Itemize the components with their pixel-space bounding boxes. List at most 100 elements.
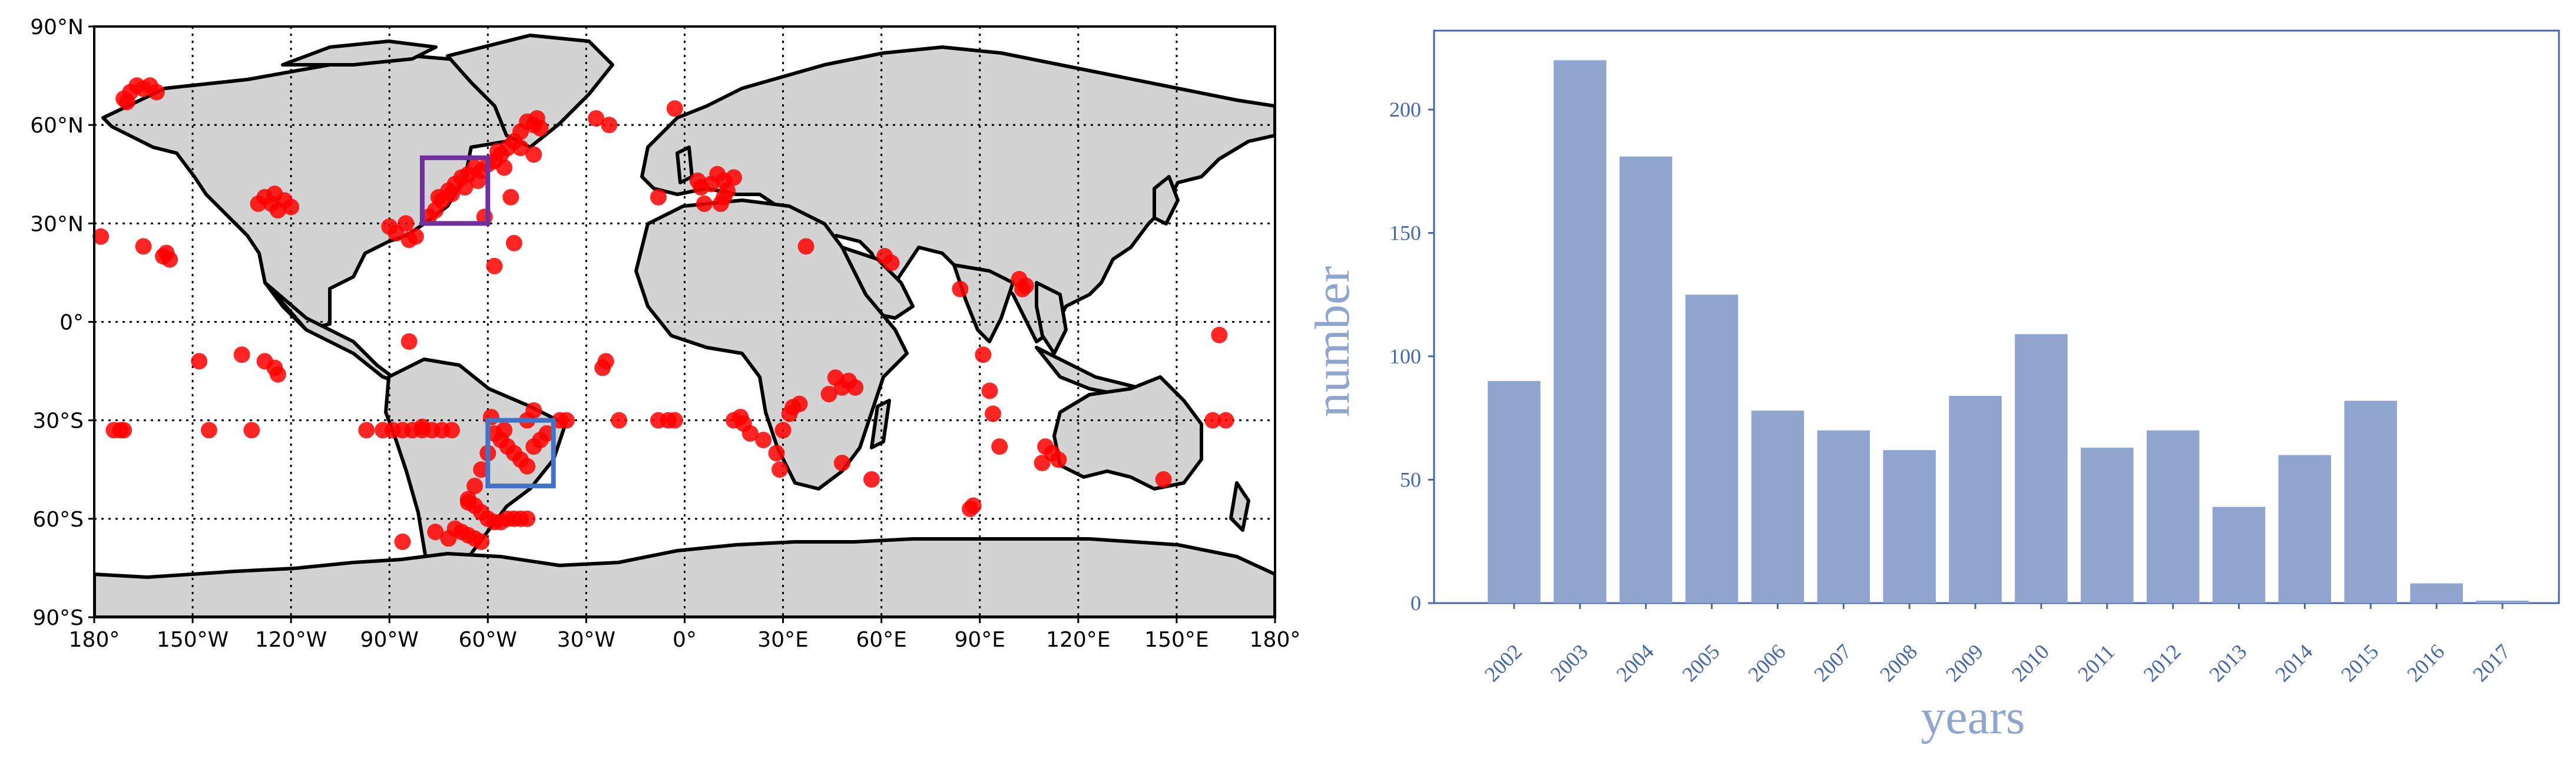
bar-y-tick-label: 100 bbox=[1389, 345, 1421, 368]
observation-point bbox=[269, 366, 286, 383]
observation-point bbox=[741, 425, 759, 442]
bar-x-tick-label: 2008 bbox=[1875, 640, 1922, 686]
map-x-tick-label: 150°W bbox=[157, 628, 229, 652]
bar-2003 bbox=[1554, 60, 1607, 603]
bar-2012 bbox=[2146, 430, 2200, 603]
observation-point bbox=[118, 94, 135, 111]
observation-point bbox=[666, 100, 683, 117]
observation-point bbox=[496, 159, 513, 176]
observation-point bbox=[243, 422, 260, 439]
map-y-tick-label: 60°S bbox=[32, 508, 84, 532]
observation-point bbox=[443, 422, 461, 439]
australia-land bbox=[1052, 375, 1203, 491]
observation-point bbox=[505, 234, 522, 251]
observation-point bbox=[1217, 412, 1234, 429]
bar-2009 bbox=[1949, 396, 2002, 603]
observation-point bbox=[666, 412, 683, 429]
map-y-tick-label: 30°S bbox=[32, 409, 84, 433]
madagascar-land bbox=[870, 399, 891, 449]
bar-2008 bbox=[1883, 450, 1936, 603]
observation-point bbox=[466, 478, 484, 495]
bar-x-tick-label: 2007 bbox=[1809, 640, 1856, 686]
map-x-tick-label: 60°W bbox=[459, 628, 517, 652]
map-x-tick-label: 30°E bbox=[757, 628, 809, 652]
world-map-panel: 180° 150°W 120°W 90°W 60°W 30°W 0° 30°E 60°E 90°E… bbox=[30, 15, 1300, 652]
observation-point bbox=[266, 186, 283, 203]
map-x-tick-label: 60°E bbox=[856, 628, 907, 652]
observation-point bbox=[473, 533, 490, 550]
observation-point bbox=[233, 346, 250, 363]
observation-point bbox=[528, 110, 545, 127]
observation-point bbox=[512, 140, 529, 157]
bar-2010 bbox=[2015, 334, 2068, 603]
bar-x-tick-label: 2011 bbox=[2073, 640, 2119, 686]
bar-y-tick-label: 150 bbox=[1389, 221, 1421, 245]
map-x-tick-label: 90°W bbox=[360, 628, 419, 652]
observation-point bbox=[689, 172, 706, 189]
bar-2017 bbox=[2476, 600, 2529, 603]
observation-point bbox=[519, 510, 536, 527]
observation-point bbox=[726, 412, 743, 429]
map-x-tick-label: 30°W bbox=[557, 628, 615, 652]
observation-point bbox=[115, 422, 133, 439]
observation-point bbox=[443, 186, 461, 203]
map-y-tick-label: 0° bbox=[59, 311, 84, 335]
blue-region-box bbox=[485, 418, 556, 489]
observation-point bbox=[148, 84, 165, 101]
observation-point bbox=[430, 188, 447, 206]
observation-point bbox=[1211, 326, 1228, 343]
observation-point bbox=[650, 188, 667, 206]
observation-point bbox=[469, 172, 486, 189]
bar-x-tick-label: 2016 bbox=[2402, 640, 2449, 686]
bar-x-tick-label: 2010 bbox=[2007, 640, 2054, 686]
map-x-tick-label: 90°E bbox=[954, 628, 1005, 652]
observation-point bbox=[985, 405, 1002, 422]
observation-point bbox=[883, 254, 900, 272]
bar-2005 bbox=[1685, 294, 1739, 603]
new-zealand-land bbox=[1229, 481, 1250, 532]
bar-x-tick-label: 2017 bbox=[2468, 640, 2515, 686]
bars bbox=[1488, 60, 2529, 603]
observation-point bbox=[413, 418, 431, 435]
observation-point bbox=[820, 386, 837, 403]
bar-2014 bbox=[2278, 455, 2332, 603]
map-y-tick-label: 60°N bbox=[30, 114, 84, 138]
bar-y-axis-label: number bbox=[1305, 266, 1360, 418]
observation-points bbox=[92, 77, 1234, 550]
observation-point bbox=[489, 143, 506, 160]
observation-point bbox=[952, 280, 969, 297]
observation-point bbox=[473, 461, 490, 478]
observation-point bbox=[768, 445, 785, 462]
map-latitude-ticks: 90°N 60°N 30°N 0° 30°S 60°S 90°S bbox=[30, 15, 94, 630]
observation-point bbox=[1034, 455, 1051, 472]
arctic-islands-land bbox=[281, 39, 438, 67]
map-y-tick-label: 90°N bbox=[30, 15, 84, 39]
observation-point bbox=[696, 195, 713, 212]
map-x-tick-label: 120°W bbox=[255, 628, 327, 652]
bar-x-tick-label: 2012 bbox=[2139, 640, 2186, 686]
bar-x-tick-label: 2013 bbox=[2204, 640, 2251, 686]
study-region-boxes bbox=[419, 155, 556, 489]
africa-land bbox=[634, 198, 909, 491]
map-gridlines bbox=[94, 27, 1275, 617]
observation-point bbox=[135, 238, 152, 255]
bar-2013 bbox=[2212, 507, 2266, 603]
bar-y-tick-label: 50 bbox=[1400, 468, 1421, 492]
observation-point bbox=[1050, 451, 1067, 468]
observation-point bbox=[726, 169, 743, 186]
map-x-tick-label: 0° bbox=[673, 628, 697, 652]
india-land bbox=[952, 263, 1015, 343]
observation-point bbox=[791, 395, 808, 412]
bar-2006 bbox=[1751, 411, 1804, 603]
observation-point bbox=[601, 117, 618, 134]
map-x-tick-label: 180° bbox=[1250, 628, 1301, 652]
observation-point bbox=[407, 228, 424, 245]
bar-x-ticks: 2002 2003 2004 2005 2006 2007 2008 2009 2010 2011… bbox=[1480, 603, 2515, 686]
observation-point bbox=[611, 412, 628, 429]
observation-point bbox=[482, 409, 499, 426]
observation-point bbox=[400, 333, 418, 350]
observation-point bbox=[772, 461, 789, 478]
map-y-tick-label: 30°N bbox=[30, 212, 84, 236]
bar-2015 bbox=[2344, 400, 2398, 603]
